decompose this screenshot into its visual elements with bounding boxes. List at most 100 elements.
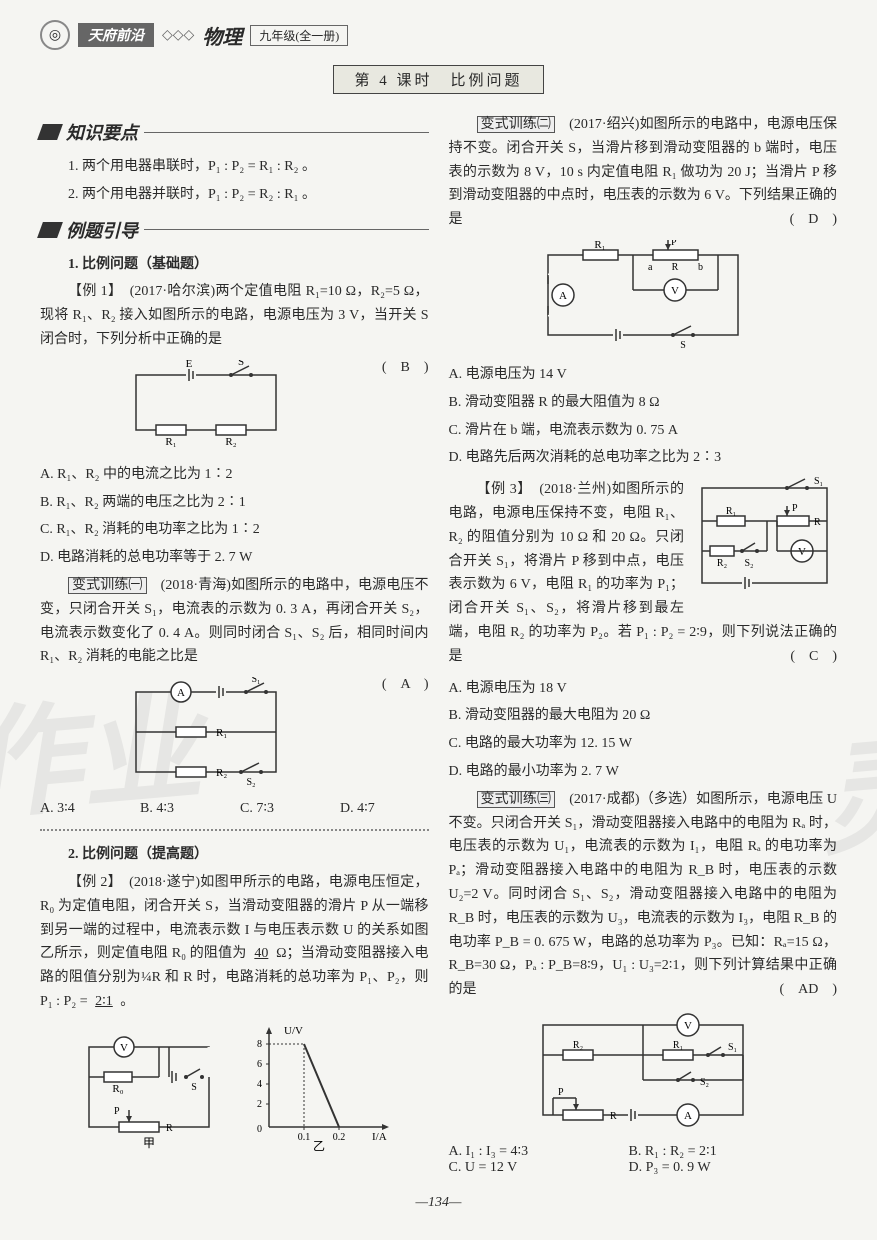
svg-text:b: b: [698, 262, 703, 273]
svg-text:6: 6: [257, 1059, 262, 1070]
svg-text:S₂: S₂: [744, 558, 753, 569]
var2-optB: B. 滑动变阻器 R 的最大阻值为 8 Ω: [449, 391, 838, 415]
svg-text:S₁: S₁: [728, 1042, 737, 1053]
svg-text:P: P: [792, 503, 798, 514]
ex3-answer: ( C ): [762, 645, 837, 669]
ex2-blank1: 40: [250, 946, 272, 961]
knowledge-heading: 知识要点: [40, 119, 429, 145]
svg-text:R₂: R₂: [216, 767, 227, 779]
var3-answer: ( AD ): [751, 978, 837, 1002]
var3-optB: B. R₁ : R₂ = 2∶1: [629, 1143, 717, 1160]
svg-text:U/V: U/V: [284, 1025, 303, 1037]
svg-text:R₀: R₀: [113, 1083, 124, 1095]
svg-text:V: V: [671, 285, 679, 297]
var3-optA: A. I₁ : I₃ = 4∶3: [449, 1143, 609, 1160]
svg-text:R₂: R₂: [573, 1040, 583, 1051]
pencil-icon: [37, 222, 63, 238]
ex2-blank2: 2∶1: [91, 994, 117, 1009]
ex1-answer: ( B ): [382, 356, 429, 380]
knowledge-p1: 1. 两个用电器串联时，P₁ : P₂ = R₁ : R₂ 。: [40, 155, 429, 179]
svg-text:R₂: R₂: [717, 558, 727, 569]
var1-circuit: A S₁ R₁ R₂ S₂: [40, 677, 429, 792]
svg-text:S: S: [238, 360, 244, 368]
svg-text:S: S: [191, 1082, 197, 1093]
svg-text:R: R: [166, 1123, 173, 1134]
svg-text:R₂: R₂: [225, 436, 236, 448]
grade-label: 九年级(全一册): [250, 25, 348, 46]
lesson-title: 第 4 课时 比例问题: [333, 65, 543, 94]
ex3-optD: D. 电路的最小功率为 2. 7 W: [449, 760, 838, 784]
svg-text:I/A: I/A: [372, 1131, 387, 1143]
var3-optC: C. U = 12 V: [449, 1160, 609, 1176]
ex3-optA: A. 电源电压为 18 V: [449, 677, 838, 701]
lesson-banner: 第 4 课时 比例问题: [40, 65, 837, 94]
heading-line: [144, 229, 429, 230]
svg-text:V: V: [684, 1020, 692, 1032]
target-icon: ◎: [40, 20, 70, 50]
sub2-title: 2. 比例问题（提高题）: [40, 843, 429, 867]
ex2-chart: U/V I/A 0 2 4 6 8 0.1 0.2 乙: [244, 1022, 394, 1152]
svg-text:S: S: [680, 340, 686, 350]
svg-text:A: A: [177, 687, 185, 699]
svg-text:S₂: S₂: [700, 1077, 709, 1088]
var1-optC: C. 7∶3: [240, 800, 320, 817]
examples-heading: 例题引导: [40, 217, 429, 243]
svg-text:V: V: [798, 546, 806, 558]
svg-text:R₁: R₁: [216, 727, 227, 739]
svg-text:S₁: S₁: [251, 677, 260, 685]
svg-text:0.1: 0.1: [298, 1132, 311, 1143]
var1-options: A. 3∶4 B. 4∶3 C. 7∶3 D. 4∶7: [40, 800, 429, 817]
var1-optB: B. 4∶3: [140, 800, 220, 817]
brand-label: 天府前沿: [78, 23, 154, 47]
svg-text:E: E: [186, 360, 193, 370]
svg-text:A: A: [559, 290, 567, 302]
svg-text:4: 4: [257, 1079, 262, 1090]
svg-text:R: R: [610, 1111, 617, 1122]
right-column: 变式训练㈡ (2017·绍兴)如图所示的电路中，电源电压保持不变。闭合开关 S，…: [449, 109, 838, 1180]
ex1-optA: A. R₁、R₂ 中的电流之比为 1∶2: [40, 463, 429, 487]
svg-text:R₁: R₁: [673, 1040, 683, 1051]
knowledge-p2: 2. 两个用电器并联时，P₁ : P₂ = R₂ : R₁ 。: [40, 183, 429, 207]
knowledge-heading-text: 知识要点: [66, 119, 138, 145]
svg-text:R: R: [671, 262, 678, 273]
svg-text:S₂: S₂: [246, 777, 255, 787]
var2-optD: D. 电路先后两次消耗的总电功率之比为 2∶3: [449, 446, 838, 470]
var3-text: 变式训练㈢ (2017·成都)（多选）如图所示，电源电压 U 不变。只闭合开关 …: [449, 788, 838, 1002]
svg-text:a: a: [648, 262, 653, 273]
var2-text: 变式训练㈡ (2017·绍兴)如图所示的电路中，电源电压保持不变。闭合开关 S，…: [449, 113, 838, 232]
ex1-optD: D. 电路消耗的总电功率等于 2. 7 W: [40, 546, 429, 570]
svg-text:0.2: 0.2: [333, 1132, 346, 1143]
svg-text:R₁: R₁: [165, 436, 176, 448]
var2-answer: ( D ): [762, 208, 837, 232]
ex1-optB: B. R₁、R₂ 两端的电压之比为 2∶1: [40, 491, 429, 515]
svg-text:R: R: [814, 517, 821, 528]
ex3-optC: C. 电路的最大功率为 12. 15 W: [449, 732, 838, 756]
svg-text:2: 2: [257, 1099, 262, 1110]
svg-text:R₁: R₁: [594, 240, 605, 251]
examples-heading-text: 例题引导: [66, 217, 138, 243]
heading-line: [144, 132, 429, 133]
ex2-intro: 【例 2】 (2018·遂宁)如图甲所示的电路，电源电压恒定，R₀ 为定值电阻，…: [40, 871, 429, 1014]
ex1-optC: C. R₁、R₂ 消耗的电功率之比为 1∶2: [40, 518, 429, 542]
deco-icon: ◇◇◇: [162, 27, 194, 44]
var3-options: A. I₁ : I₃ = 4∶3 B. R₁ : R₂ = 2∶1 C. U =…: [449, 1143, 838, 1176]
svg-text:甲: 甲: [143, 1136, 155, 1150]
var1-answer: ( A ): [382, 673, 429, 697]
svg-text:乙: 乙: [313, 1139, 325, 1152]
ex1-intro: 【例 1】 (2017·哈尔滨)两个定值电阻 R₁=10 Ω，R₂=5 Ω，现将…: [40, 280, 429, 351]
var2-circuit: R₁ P a R b A V: [449, 240, 838, 355]
ex2-figures: V R₀ S P R 甲: [40, 1022, 429, 1152]
left-column: 知识要点 1. 两个用电器串联时，P₁ : P₂ = R₁ : R₂ 。 2. …: [40, 109, 429, 1180]
var2-optA: A. 电源电压为 14 V: [449, 363, 838, 387]
svg-text:R₁: R₁: [726, 506, 736, 517]
page-number: —134—: [40, 1195, 837, 1211]
subject-label: 物理: [202, 21, 242, 50]
sub1-title: 1. 比例问题（基础题）: [40, 253, 429, 277]
page-header: ◎ 天府前沿 ◇◇◇ 物理 九年级(全一册): [40, 20, 837, 50]
book-icon: [37, 124, 63, 140]
svg-text:0: 0: [257, 1124, 262, 1135]
svg-text:A: A: [684, 1110, 692, 1122]
svg-text:V: V: [120, 1042, 128, 1054]
var3-optD: D. P₃ = 0. 9 W: [629, 1160, 711, 1176]
svg-text:8: 8: [257, 1039, 262, 1050]
